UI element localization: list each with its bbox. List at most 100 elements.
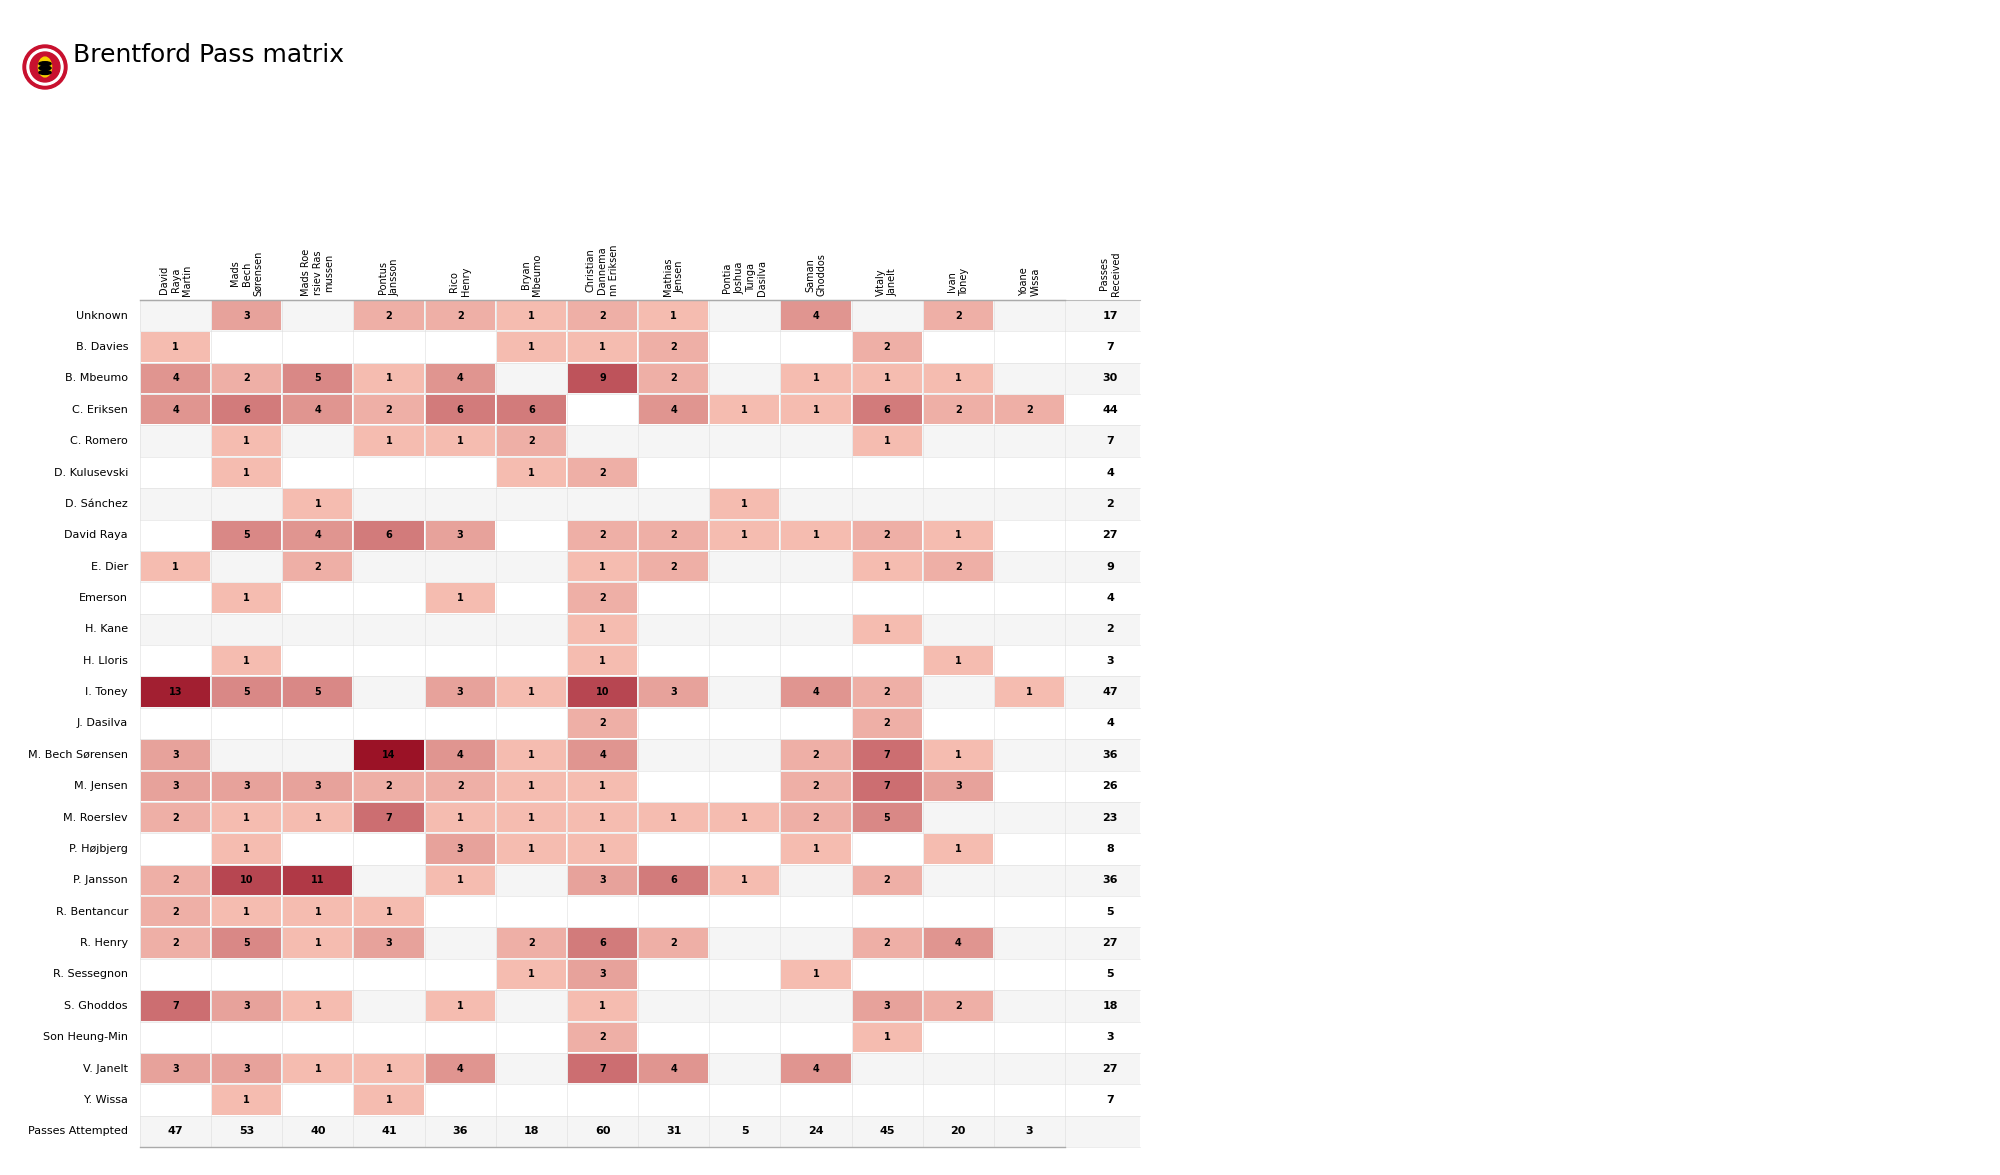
- Bar: [852, 615, 922, 644]
- Text: 2: 2: [528, 938, 534, 948]
- Bar: [710, 803, 780, 832]
- Text: Christian
Dannema
nn Eriksen: Christian Dannema nn Eriksen: [586, 244, 620, 296]
- Bar: [852, 772, 922, 801]
- Text: 4: 4: [670, 405, 678, 415]
- Text: 1: 1: [954, 656, 962, 666]
- Text: 1: 1: [244, 844, 250, 854]
- Text: 2: 2: [670, 342, 678, 352]
- Bar: [426, 866, 494, 895]
- Text: 3: 3: [600, 875, 606, 885]
- Text: 1: 1: [884, 624, 890, 635]
- Bar: [640, 521, 708, 550]
- Text: 1: 1: [314, 1063, 322, 1074]
- Text: 4: 4: [172, 374, 178, 383]
- Text: 2: 2: [954, 1001, 962, 1010]
- Bar: [852, 1022, 922, 1052]
- Bar: [568, 992, 638, 1021]
- Text: Mathias
Jensen: Mathias Jensen: [662, 257, 684, 296]
- Text: 1: 1: [386, 907, 392, 916]
- Text: 3: 3: [314, 781, 322, 791]
- Bar: [924, 552, 992, 582]
- Text: 36: 36: [1102, 750, 1118, 760]
- Text: 5: 5: [884, 813, 890, 822]
- Text: Unknown: Unknown: [76, 310, 128, 321]
- Text: 1: 1: [528, 342, 534, 352]
- Text: 1: 1: [812, 405, 820, 415]
- Text: 1: 1: [456, 875, 464, 885]
- Text: 5: 5: [244, 530, 250, 541]
- Text: 2: 2: [670, 530, 678, 541]
- Text: 1: 1: [600, 656, 606, 666]
- Bar: [496, 740, 566, 770]
- Bar: [140, 772, 210, 801]
- Text: P. Jansson: P. Jansson: [74, 875, 128, 885]
- Text: Passes Attempted: Passes Attempted: [28, 1127, 128, 1136]
- Bar: [284, 395, 352, 424]
- Text: 2: 2: [600, 718, 606, 728]
- Bar: [140, 300, 1140, 331]
- Bar: [140, 1054, 210, 1083]
- Text: 4: 4: [172, 405, 178, 415]
- Bar: [924, 364, 992, 394]
- Text: 1: 1: [244, 1095, 250, 1104]
- Bar: [994, 678, 1064, 707]
- Text: 2: 2: [172, 813, 178, 822]
- Bar: [782, 960, 850, 989]
- Bar: [212, 1054, 282, 1083]
- Text: Y. Wissa: Y. Wissa: [84, 1095, 128, 1104]
- Text: 2: 2: [386, 405, 392, 415]
- Bar: [426, 395, 494, 424]
- Bar: [496, 458, 566, 488]
- Text: 1: 1: [742, 875, 748, 885]
- Text: 3: 3: [172, 1063, 178, 1074]
- Bar: [212, 395, 282, 424]
- Text: 27: 27: [1102, 530, 1118, 541]
- Bar: [568, 866, 638, 895]
- Bar: [140, 333, 210, 362]
- Text: 18: 18: [1102, 1001, 1118, 1010]
- Text: 3: 3: [244, 1001, 250, 1010]
- Text: 1: 1: [600, 781, 606, 791]
- Bar: [212, 834, 282, 864]
- Bar: [496, 803, 566, 832]
- Text: D. Kulusevski: D. Kulusevski: [54, 468, 128, 477]
- Text: 1: 1: [456, 436, 464, 446]
- Text: 7: 7: [884, 781, 890, 791]
- Text: 7: 7: [1106, 1095, 1114, 1104]
- Text: 7: 7: [1106, 342, 1114, 352]
- Text: 18: 18: [524, 1127, 540, 1136]
- Text: 1: 1: [528, 844, 534, 854]
- Bar: [212, 1086, 282, 1115]
- Bar: [568, 583, 638, 612]
- Text: 1: 1: [528, 969, 534, 980]
- Text: 2: 2: [670, 562, 678, 572]
- Bar: [782, 740, 850, 770]
- Bar: [640, 1054, 708, 1083]
- Bar: [568, 521, 638, 550]
- Text: Brentford Pass matrix: Brentford Pass matrix: [72, 43, 344, 67]
- Bar: [782, 834, 850, 864]
- Text: 3: 3: [244, 310, 250, 321]
- Bar: [284, 521, 352, 550]
- Bar: [212, 427, 282, 456]
- Text: 1: 1: [314, 813, 322, 822]
- Bar: [924, 834, 992, 864]
- Text: 1: 1: [884, 374, 890, 383]
- Text: 6: 6: [244, 405, 250, 415]
- Text: 13: 13: [168, 687, 182, 697]
- Bar: [496, 395, 566, 424]
- Bar: [354, 740, 424, 770]
- Bar: [140, 395, 210, 424]
- Bar: [354, 521, 424, 550]
- Bar: [284, 364, 352, 394]
- Ellipse shape: [38, 58, 52, 76]
- Bar: [426, 834, 494, 864]
- Bar: [496, 678, 566, 707]
- Bar: [710, 489, 780, 518]
- Text: 3: 3: [600, 969, 606, 980]
- Text: 2: 2: [456, 781, 464, 791]
- Text: 2: 2: [244, 374, 250, 383]
- Text: 2: 2: [600, 530, 606, 541]
- Bar: [568, 834, 638, 864]
- Bar: [852, 740, 922, 770]
